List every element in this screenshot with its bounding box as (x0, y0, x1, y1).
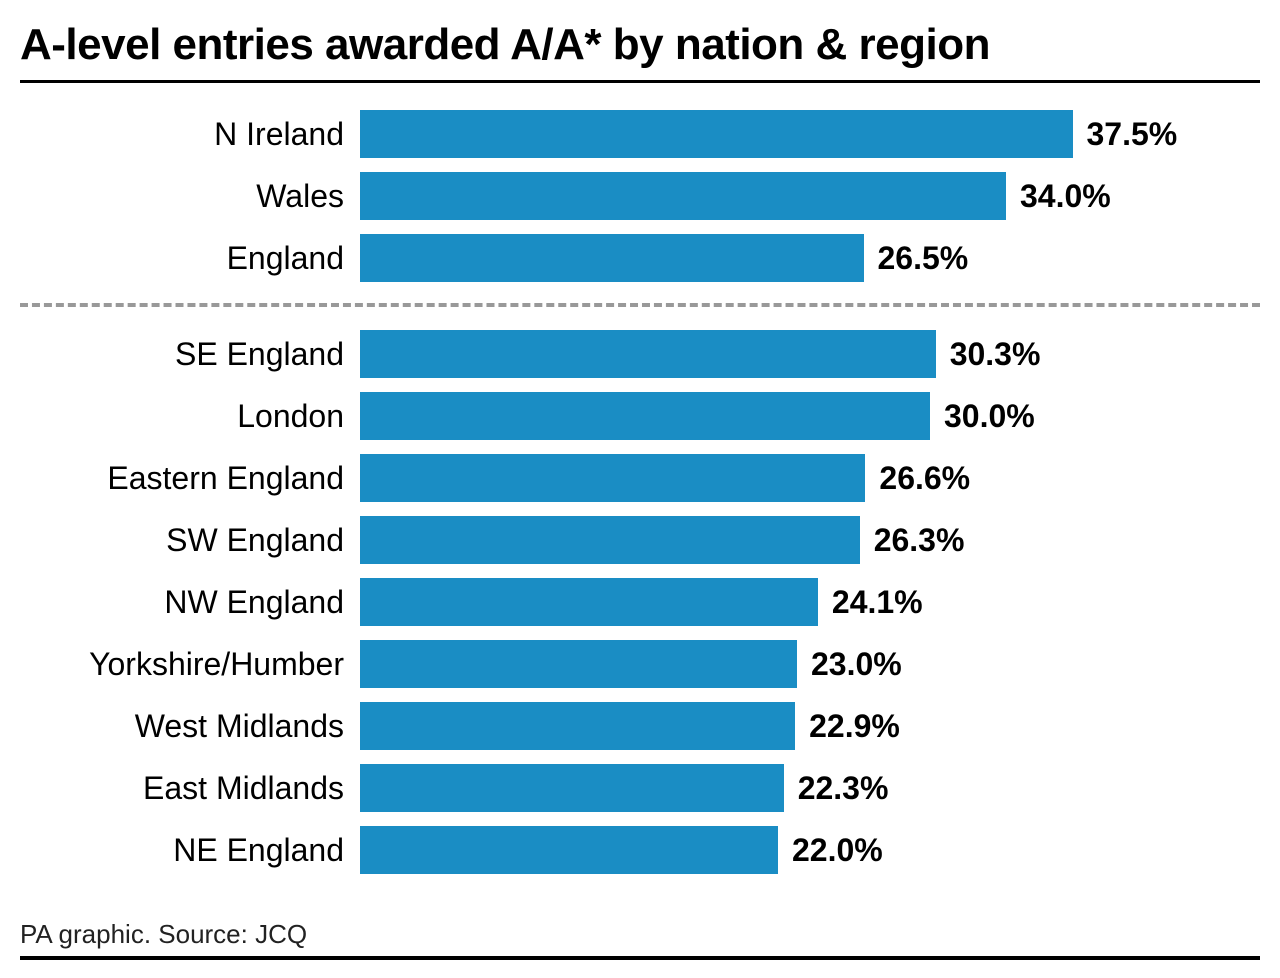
chart-area: N Ireland 37.5% Wales 34.0% England 26.5% SE … (20, 105, 1260, 879)
bar-wrap: 23.0% (360, 635, 1260, 693)
bar-label: SE England (20, 336, 360, 373)
bar-label: England (20, 240, 360, 277)
bar (360, 454, 865, 502)
bar-row: SW England 26.3% (20, 511, 1260, 569)
bar-label: Eastern England (20, 460, 360, 497)
bar-value: 23.0% (797, 646, 902, 683)
bar-wrap: 26.3% (360, 511, 1260, 569)
bar (360, 516, 860, 564)
bar-row: NE England 22.0% (20, 821, 1260, 879)
bar-value: 26.3% (860, 522, 965, 559)
bar-label: SW England (20, 522, 360, 559)
bar-value: 30.0% (930, 398, 1035, 435)
bar-row: Wales 34.0% (20, 167, 1260, 225)
bar-row: England 26.5% (20, 229, 1260, 287)
bar-value: 22.0% (778, 832, 883, 869)
bar (360, 764, 784, 812)
bar-wrap: 22.0% (360, 821, 1260, 879)
bar-value: 30.3% (936, 336, 1041, 373)
bar-value: 34.0% (1006, 178, 1111, 215)
bar-value: 22.9% (795, 708, 900, 745)
bar-row: East Midlands 22.3% (20, 759, 1260, 817)
group-nations: N Ireland 37.5% Wales 34.0% England 26.5% (20, 105, 1260, 287)
bar-value: 26.6% (865, 460, 970, 497)
bar (360, 392, 930, 440)
bar-wrap: 22.3% (360, 759, 1260, 817)
bar (360, 234, 864, 282)
bar-value: 24.1% (818, 584, 923, 621)
bar-label: East Midlands (20, 770, 360, 807)
bar (360, 578, 818, 626)
bar-row: London 30.0% (20, 387, 1260, 445)
bar-label: West Midlands (20, 708, 360, 745)
chart-container: A-level entries awarded A/A* by nation &… (0, 0, 1280, 978)
chart-title: A-level entries awarded A/A* by nation &… (20, 20, 1260, 83)
bar-label: London (20, 398, 360, 435)
group-divider (20, 303, 1260, 307)
bar-wrap: 26.6% (360, 449, 1260, 507)
bar-label: Wales (20, 178, 360, 215)
bar-row: SE England 30.3% (20, 325, 1260, 383)
bar-wrap: 34.0% (360, 167, 1260, 225)
bar-row: N Ireland 37.5% (20, 105, 1260, 163)
bar-value: 37.5% (1073, 116, 1178, 153)
bar-wrap: 37.5% (360, 105, 1260, 163)
bar (360, 172, 1006, 220)
bar-row: Eastern England 26.6% (20, 449, 1260, 507)
bar-label: N Ireland (20, 116, 360, 153)
bar-wrap: 30.3% (360, 325, 1260, 383)
bar-value: 26.5% (864, 240, 969, 277)
bar-label: NE England (20, 832, 360, 869)
bar (360, 640, 797, 688)
bar-label: NW England (20, 584, 360, 621)
bar (360, 702, 795, 750)
bar (360, 826, 778, 874)
bar-row: West Midlands 22.9% (20, 697, 1260, 755)
bar-wrap: 24.1% (360, 573, 1260, 631)
bar (360, 330, 936, 378)
chart-footer: PA graphic. Source: JCQ (20, 919, 1260, 960)
bar-row: NW England 24.1% (20, 573, 1260, 631)
bar-label: Yorkshire/Humber (20, 646, 360, 683)
bar-row: Yorkshire/Humber 23.0% (20, 635, 1260, 693)
bar-wrap: 22.9% (360, 697, 1260, 755)
bar-value: 22.3% (784, 770, 889, 807)
bar-wrap: 26.5% (360, 229, 1260, 287)
bar-wrap: 30.0% (360, 387, 1260, 445)
group-regions: SE England 30.3% London 30.0% Eastern Englan… (20, 325, 1260, 879)
bar (360, 110, 1073, 158)
